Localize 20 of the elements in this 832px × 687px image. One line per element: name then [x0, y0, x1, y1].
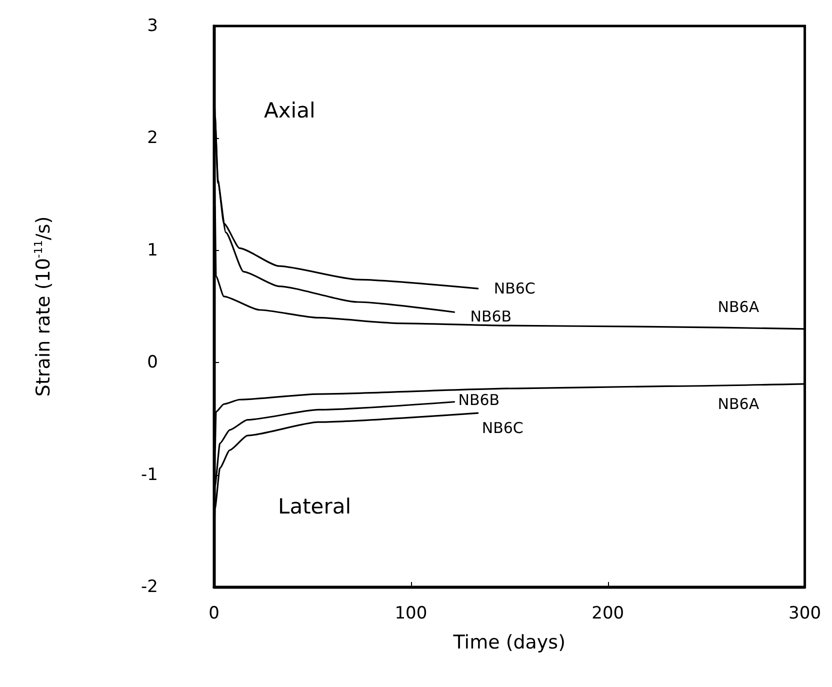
x-tick-label: 300	[788, 604, 822, 624]
y-tick-label: 2	[147, 128, 158, 148]
y-axis-title: Strain rate (10-11/s)	[32, 216, 54, 397]
annotation: Lateral	[278, 494, 352, 518]
x-tick-label: 200	[592, 604, 624, 624]
y-tick-label: 3	[147, 16, 158, 36]
series-label: NB6B	[470, 308, 512, 326]
y-tick-label: 0	[147, 352, 158, 373]
series-label: NB6C	[482, 418, 524, 437]
x-tick-label: 100	[394, 604, 428, 624]
series-label: NB6C	[494, 280, 536, 298]
y-tick-label: 1	[147, 240, 158, 260]
annotation: Axial	[264, 98, 316, 122]
series-label: NB6B	[458, 390, 500, 409]
x-tick-label: 0	[208, 604, 220, 624]
series-label: NB6A	[718, 394, 760, 413]
y-tick-label: -1	[141, 464, 158, 485]
y-tick-label: -2	[141, 577, 158, 597]
x-axis-title: Time (days)	[452, 632, 566, 654]
series-label: NB6A	[718, 298, 760, 316]
